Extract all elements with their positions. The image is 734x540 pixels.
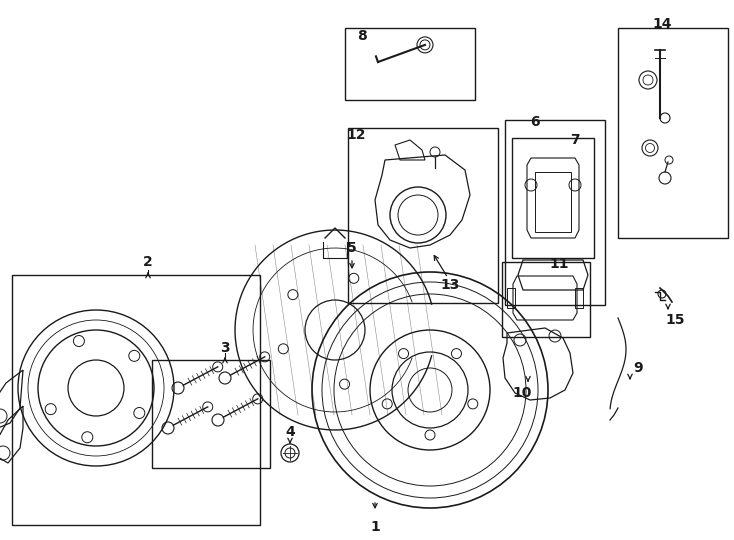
Text: 3: 3 — [220, 341, 230, 355]
Bar — [152, 360, 270, 468]
Text: 8: 8 — [357, 29, 367, 43]
Text: 2: 2 — [143, 255, 153, 269]
Bar — [575, 288, 583, 308]
Bar — [345, 28, 475, 100]
Bar — [535, 172, 571, 232]
Bar — [507, 288, 515, 308]
Text: 5: 5 — [347, 241, 357, 255]
Text: 9: 9 — [633, 361, 643, 375]
Bar — [12, 275, 260, 525]
Text: 6: 6 — [530, 115, 539, 129]
Text: 14: 14 — [653, 17, 672, 31]
Text: 1: 1 — [370, 520, 380, 534]
Text: 13: 13 — [440, 278, 459, 292]
Bar — [618, 28, 728, 238]
Text: 7: 7 — [570, 133, 580, 147]
Bar — [348, 128, 498, 303]
Text: 15: 15 — [665, 313, 685, 327]
Bar — [505, 120, 605, 305]
Text: 10: 10 — [512, 386, 531, 400]
Bar — [512, 138, 594, 258]
Bar — [502, 262, 590, 337]
Text: 4: 4 — [285, 425, 295, 439]
Text: 11: 11 — [549, 257, 569, 271]
Text: 12: 12 — [346, 128, 366, 142]
